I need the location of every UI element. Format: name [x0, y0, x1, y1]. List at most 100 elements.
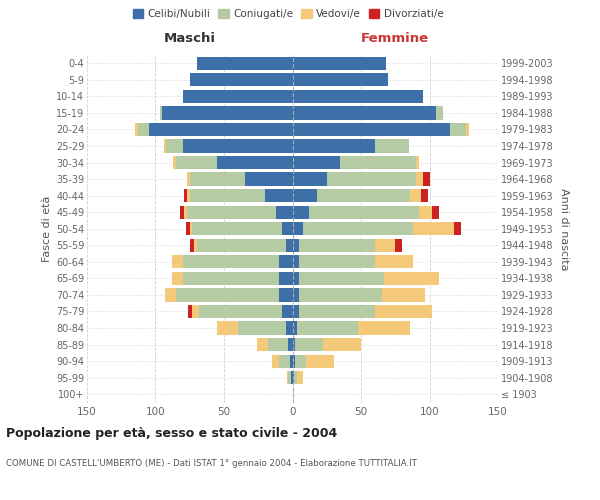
Bar: [183, 140, 293, 152]
Bar: [180, 206, 184, 219]
Bar: [293, 189, 317, 202]
Bar: [193, 222, 281, 235]
Bar: [293, 388, 294, 401]
Bar: [190, 189, 265, 202]
Bar: [422, 172, 430, 186]
Bar: [299, 272, 384, 285]
Text: COMUNE DI CASTELL'UMBERTO (ME) - Dati ISTAT 1° gennaio 2004 - Elaborazione TUTTI: COMUNE DI CASTELL'UMBERTO (ME) - Dati IS…: [6, 459, 417, 468]
Bar: [135, 123, 137, 136]
Bar: [279, 255, 293, 268]
Bar: [172, 272, 183, 285]
Bar: [289, 371, 291, 384]
Bar: [183, 255, 279, 268]
Bar: [184, 206, 187, 219]
Bar: [293, 206, 309, 219]
Bar: [183, 272, 279, 285]
Bar: [279, 272, 293, 285]
Bar: [165, 288, 176, 302]
Bar: [294, 371, 296, 384]
Bar: [265, 189, 293, 202]
Y-axis label: Anni di nascita: Anni di nascita: [559, 188, 569, 270]
Bar: [317, 189, 410, 202]
Text: Maschi: Maschi: [164, 32, 216, 45]
Bar: [375, 140, 409, 152]
Bar: [245, 172, 293, 186]
Bar: [293, 73, 388, 86]
Bar: [410, 189, 421, 202]
Bar: [286, 238, 293, 252]
Bar: [173, 156, 176, 169]
Bar: [187, 172, 190, 186]
Bar: [193, 305, 199, 318]
Bar: [190, 172, 245, 186]
Bar: [190, 238, 194, 252]
Bar: [375, 305, 432, 318]
Bar: [293, 371, 294, 384]
Bar: [272, 354, 279, 368]
Bar: [323, 338, 361, 351]
Bar: [183, 90, 293, 103]
Bar: [188, 305, 193, 318]
Text: Femmine: Femmine: [361, 32, 430, 45]
Bar: [293, 90, 422, 103]
Bar: [164, 140, 166, 152]
Bar: [375, 238, 395, 252]
Bar: [436, 106, 443, 120]
Bar: [306, 354, 334, 368]
Bar: [194, 238, 197, 252]
Bar: [293, 322, 296, 334]
Bar: [454, 222, 461, 235]
Legend: Celibi/Nubili, Coniugati/e, Vedovi/e, Divorziati/e: Celibi/Nubili, Coniugati/e, Vedovi/e, Di…: [128, 5, 448, 24]
Bar: [293, 156, 340, 169]
Bar: [217, 156, 293, 169]
Bar: [187, 206, 276, 219]
Bar: [163, 106, 293, 120]
Bar: [293, 238, 299, 252]
Bar: [286, 322, 293, 334]
Bar: [184, 189, 187, 202]
Bar: [293, 140, 375, 152]
Bar: [190, 73, 293, 86]
Bar: [281, 222, 293, 235]
Bar: [450, 123, 466, 136]
Bar: [149, 123, 293, 136]
Bar: [279, 288, 293, 302]
Bar: [299, 238, 375, 252]
Bar: [217, 322, 238, 334]
Bar: [290, 354, 293, 368]
Bar: [176, 288, 279, 302]
Bar: [238, 322, 286, 334]
Bar: [299, 255, 375, 268]
Bar: [384, 272, 439, 285]
Bar: [327, 172, 416, 186]
Bar: [185, 222, 190, 235]
Bar: [197, 238, 286, 252]
Bar: [295, 338, 323, 351]
Bar: [281, 305, 293, 318]
Bar: [293, 222, 304, 235]
Bar: [257, 338, 268, 351]
Bar: [293, 106, 436, 120]
Bar: [166, 140, 183, 152]
Bar: [197, 56, 293, 70]
Bar: [293, 255, 299, 268]
Bar: [268, 338, 289, 351]
Bar: [176, 156, 217, 169]
Bar: [395, 238, 402, 252]
Bar: [416, 156, 419, 169]
Y-axis label: Fasce di età: Fasce di età: [41, 196, 52, 262]
Bar: [421, 189, 428, 202]
Bar: [419, 206, 432, 219]
Bar: [295, 354, 306, 368]
Bar: [199, 305, 281, 318]
Bar: [293, 56, 386, 70]
Text: Popolazione per età, sesso e stato civile - 2004: Popolazione per età, sesso e stato civil…: [6, 428, 337, 440]
Bar: [287, 371, 289, 384]
Bar: [375, 255, 413, 268]
Bar: [276, 206, 293, 219]
Bar: [466, 123, 469, 136]
Bar: [296, 371, 304, 384]
Bar: [416, 172, 422, 186]
Bar: [358, 322, 410, 334]
Bar: [160, 106, 163, 120]
